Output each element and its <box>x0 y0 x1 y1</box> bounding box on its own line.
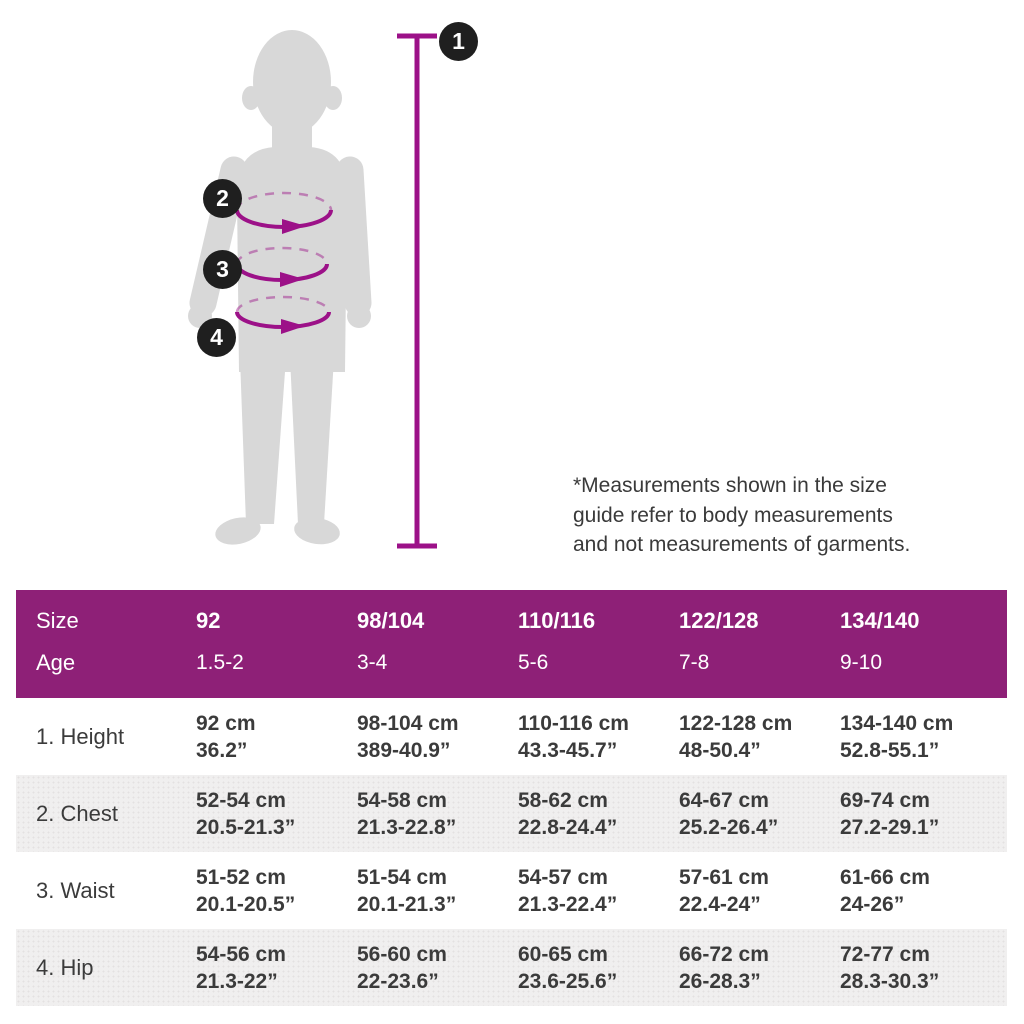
row-label: 2. Chest <box>36 800 118 826</box>
inch-value: 52.8-55.1” <box>840 738 940 762</box>
cm-value: 54-58 cm <box>357 788 447 812</box>
measurement-disclaimer: *Measurements shown in the size guide re… <box>573 471 973 560</box>
row-label: 1. Height <box>36 723 125 749</box>
inch-value: 23.6-25.6” <box>518 969 618 993</box>
measurement-cell: 60-65 cm 23.6-25.6” <box>518 941 679 995</box>
cm-value: 60-65 cm <box>518 942 608 966</box>
measurement-cell: 61-66 cm 24-26” <box>840 864 1001 918</box>
table-row-waist: 3. Waist 51-52 cm 20.1-20.5” 51-54 cm 20… <box>16 852 1007 929</box>
measurement-illustration: 1 2 3 4 *Measurements shown in the size … <box>188 22 973 560</box>
measurement-cell: 110-116 cm 43.3-45.7” <box>518 710 679 764</box>
cm-value: 69-74 cm <box>840 788 930 812</box>
inch-value: 28.3-30.3” <box>840 969 940 993</box>
height-measure-line <box>397 33 437 549</box>
measurement-cell: 98-104 cm 389-40.9” <box>357 710 518 764</box>
age-header-label: Age <box>36 650 76 675</box>
row-label: 3. Waist <box>36 877 115 903</box>
cm-value: 72-77 cm <box>840 942 930 966</box>
cm-value: 58-62 cm <box>518 788 608 812</box>
inch-value: 27.2-29.1” <box>840 815 940 839</box>
inch-value: 20.1-21.3” <box>357 892 457 916</box>
inch-value: 25.2-26.4” <box>679 815 779 839</box>
cm-value: 54-56 cm <box>196 942 286 966</box>
inch-value: 24-26” <box>840 892 905 916</box>
cm-value: 98-104 cm <box>357 711 459 735</box>
age-value: 5-6 <box>518 651 549 674</box>
disclaimer-line: *Measurements shown in the size <box>573 474 887 497</box>
cm-value: 57-61 cm <box>679 865 769 889</box>
size-header-row: Size 92 98/104 110/116 122/128 134/140 <box>36 600 1001 642</box>
inch-value: 48-50.4” <box>679 738 761 762</box>
size-value: 134/140 <box>840 608 920 633</box>
hip-measure-ring <box>235 295 331 334</box>
inch-value: 26-28.3” <box>679 969 761 993</box>
inch-value: 21.3-22” <box>196 969 278 993</box>
age-value: 7-8 <box>679 651 710 674</box>
cm-value: 51-52 cm <box>196 865 286 889</box>
marker-1-height: 1 <box>439 22 478 61</box>
marker-3-waist: 3 <box>203 250 242 289</box>
size-table-header: Size 92 98/104 110/116 122/128 134/140 A… <box>16 590 1007 698</box>
measurement-cell: 51-54 cm 20.1-21.3” <box>357 864 518 918</box>
cm-value: 61-66 cm <box>840 865 930 889</box>
disclaimer-line: and not measurements of garments. <box>573 533 911 556</box>
cm-value: 56-60 cm <box>357 942 447 966</box>
inch-value: 389-40.9” <box>357 738 451 762</box>
marker-2-chest: 2 <box>203 179 242 218</box>
measurement-cell: 64-67 cm 25.2-26.4” <box>679 787 840 841</box>
measurement-cell: 52-54 cm 20.5-21.3” <box>196 787 357 841</box>
inch-value: 43.3-45.7” <box>518 738 618 762</box>
marker-4-hip: 4 <box>197 318 236 357</box>
measurement-cell: 72-77 cm 28.3-30.3” <box>840 941 1001 995</box>
cm-value: 110-116 cm <box>518 711 629 735</box>
inch-value: 22-23.6” <box>357 969 439 993</box>
cm-value: 134-140 cm <box>840 711 954 735</box>
measurement-cell: 58-62 cm 22.8-24.4” <box>518 787 679 841</box>
age-header-row: Age 1.5-2 3-4 5-6 7-8 9-10 <box>36 642 1001 684</box>
inch-value: 22.8-24.4” <box>518 815 618 839</box>
table-row-height: 1. Height 92 cm 36.2” 98-104 cm 389-40.9… <box>16 698 1007 775</box>
inch-value: 36.2” <box>196 738 248 762</box>
age-value: 3-4 <box>357 651 388 674</box>
cm-value: 54-57 cm <box>518 865 608 889</box>
measurement-cell: 51-52 cm 20.1-20.5” <box>196 864 357 918</box>
cm-value: 122-128 cm <box>679 711 793 735</box>
size-table: Size 92 98/104 110/116 122/128 134/140 A… <box>16 590 1007 1006</box>
cm-value: 92 cm <box>196 711 256 735</box>
measurement-cell: 57-61 cm 22.4-24” <box>679 864 840 918</box>
age-value: 1.5-2 <box>196 651 244 674</box>
age-value: 9-10 <box>840 651 883 674</box>
inch-value: 20.1-20.5” <box>196 892 296 916</box>
measurement-cell: 69-74 cm 27.2-29.1” <box>840 787 1001 841</box>
child-silhouette <box>188 30 372 545</box>
size-value: 110/116 <box>518 608 596 633</box>
inch-value: 21.3-22.8” <box>357 815 457 839</box>
cm-value: 52-54 cm <box>196 788 286 812</box>
cm-value: 66-72 cm <box>679 942 769 966</box>
measurement-cell: 122-128 cm 48-50.4” <box>679 710 840 764</box>
measurement-cell: 54-57 cm 21.3-22.4” <box>518 864 679 918</box>
measurement-cell: 54-56 cm 21.3-22” <box>196 941 357 995</box>
disclaimer-line: guide refer to body measurements <box>573 503 893 527</box>
illustration-svg <box>188 30 437 549</box>
chest-measure-ring <box>235 191 333 234</box>
measurement-cell: 54-58 cm 21.3-22.8” <box>357 787 518 841</box>
inch-value: 20.5-21.3” <box>196 815 296 839</box>
measurement-cell: 56-60 cm 22-23.6” <box>357 941 518 995</box>
size-value: 98/104 <box>357 608 425 633</box>
inch-value: 22.4-24” <box>679 892 761 916</box>
measurement-cell: 134-140 cm 52.8-55.1” <box>840 710 1001 764</box>
inch-value: 21.3-22.4” <box>518 892 618 916</box>
size-value: 122/128 <box>679 608 759 633</box>
row-label: 4. Hip <box>36 954 94 980</box>
measurement-cell: 92 cm 36.2” <box>196 710 357 764</box>
cm-value: 64-67 cm <box>679 788 769 812</box>
size-header-label: Size <box>36 608 79 633</box>
measurement-cell: 66-72 cm 26-28.3” <box>679 941 840 995</box>
table-row-chest: 2. Chest 52-54 cm 20.5-21.3” 54-58 cm 21… <box>16 775 1007 852</box>
size-value: 92 <box>196 608 221 633</box>
table-row-hip: 4. Hip 54-56 cm 21.3-22” 56-60 cm 22-23.… <box>16 929 1007 1006</box>
cm-value: 51-54 cm <box>357 865 447 889</box>
